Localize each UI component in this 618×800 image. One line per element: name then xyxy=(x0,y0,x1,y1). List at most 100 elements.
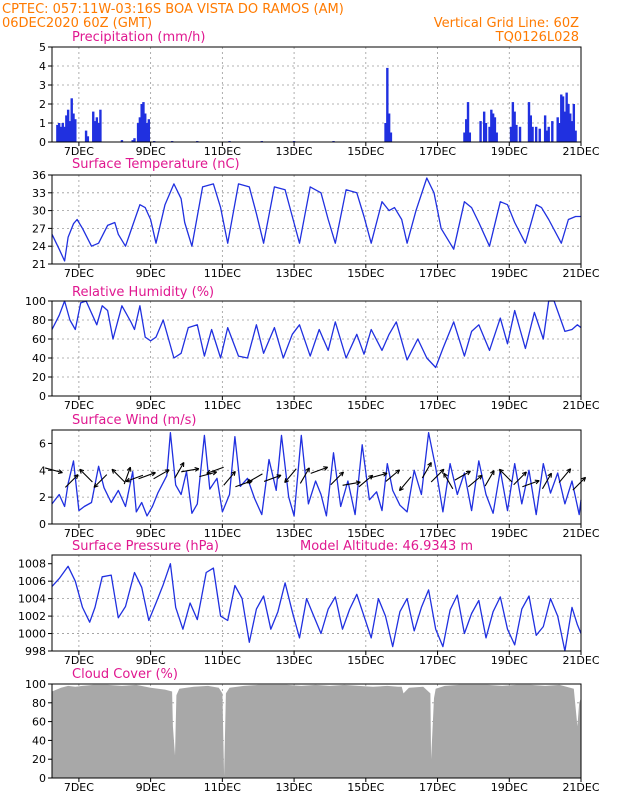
precip-bar xyxy=(561,96,565,142)
y-tick-label: 1000 xyxy=(18,628,46,641)
y-tick-label: 24 xyxy=(32,240,46,253)
wind-arrow xyxy=(541,472,552,490)
panel-2: 0 20 40 60 80 100 7DEC 9DEC 11DEC 13DEC 15DEC 17DEC… xyxy=(25,285,600,412)
y-tick-label: 100 xyxy=(25,295,46,308)
x-tick-label: 7DEC xyxy=(64,654,94,667)
y-tick-label: 998 xyxy=(25,645,46,658)
precip-bar xyxy=(482,111,486,142)
x-tick-label: 13DEC xyxy=(276,267,313,280)
y-tick-label: 1004 xyxy=(18,593,46,606)
wind-arrow xyxy=(111,468,126,483)
x-tick-label: 13DEC xyxy=(276,527,313,540)
wind-arrow xyxy=(398,476,412,492)
series-line xyxy=(51,300,582,369)
precip-bar xyxy=(509,126,513,142)
precip-bar xyxy=(563,111,567,142)
wind-arrow xyxy=(342,480,361,486)
wind-arrow xyxy=(330,471,345,486)
x-tick-label: 17DEC xyxy=(419,267,456,280)
wind-arrow xyxy=(385,469,401,482)
panel-frame xyxy=(51,554,582,652)
precip-bar xyxy=(97,123,100,142)
panel-5: 0 20 40 60 80 100 7DEC 9DEC 11DEC 13DEC 15DEC 17DEC… xyxy=(25,667,600,794)
x-tick-label: 17DEC xyxy=(419,527,456,540)
x-tick-label: 11DEC xyxy=(204,267,241,280)
y-tick-label: 2 xyxy=(39,491,46,504)
x-tick-label: 11DEC xyxy=(204,527,241,540)
precip-bar xyxy=(142,102,145,142)
precip-bar xyxy=(95,117,99,142)
x-tick-label: 13DEC xyxy=(276,145,313,158)
precip-bar xyxy=(488,126,491,142)
precip-bar xyxy=(558,123,561,142)
wind-arrow xyxy=(467,474,483,488)
precip-bar xyxy=(70,98,73,142)
precip-bar xyxy=(468,132,472,142)
precip-bar xyxy=(92,111,95,142)
wind-arrow xyxy=(498,468,513,483)
precip-bar xyxy=(529,115,532,142)
x-tick-label: 15DEC xyxy=(347,654,384,667)
wind-arrow xyxy=(125,474,144,483)
panel-3: 0 2 4 6 7DEC 9DEC 11DEC 13DEC 15DEC 17DEC 19DEC 21D… xyxy=(39,413,600,540)
precip-bar xyxy=(84,130,88,142)
wind-arrow xyxy=(79,468,93,483)
wind-arrow xyxy=(299,467,310,484)
y-tick-label: 100 xyxy=(25,678,46,691)
y-tick-label: 6 xyxy=(39,437,46,450)
x-tick-label: 11DEC xyxy=(204,781,241,794)
precip-bar xyxy=(93,121,97,142)
panel-frame xyxy=(51,174,582,265)
x-tick-label: 7DEC xyxy=(64,527,94,540)
y-tick-label: 3 xyxy=(39,79,46,92)
precip-bar xyxy=(140,104,143,142)
precip-bar xyxy=(569,113,572,142)
precip-bar xyxy=(466,102,470,142)
x-tick-label: 7DEC xyxy=(64,145,94,158)
x-tick-label: 15DEC xyxy=(347,399,384,412)
x-tick-label: 7DEC xyxy=(64,399,94,412)
y-tick-label: 80 xyxy=(32,697,46,710)
wind-arrow xyxy=(206,466,224,475)
wind-arrow xyxy=(64,474,79,488)
precip-bar xyxy=(463,132,466,142)
y-tick-label: 80 xyxy=(32,314,46,327)
x-tick-label: 13DEC xyxy=(276,781,313,794)
panel-title: Surface Temperature (nC) xyxy=(72,157,240,172)
precip-bar xyxy=(384,123,387,142)
precip-bar xyxy=(145,123,149,142)
precip-bar xyxy=(86,136,90,142)
precip-bar xyxy=(61,123,64,142)
x-tick-label: 21DEC xyxy=(562,654,599,667)
precip-bar xyxy=(99,109,102,142)
precip-bar xyxy=(538,128,541,142)
x-tick-label: 7DEC xyxy=(64,781,94,794)
precip-bar xyxy=(389,132,393,142)
wind-arrow xyxy=(484,470,495,487)
precip-bar xyxy=(511,102,515,142)
y-tick-label: 0 xyxy=(39,136,46,149)
precip-bar xyxy=(65,115,68,142)
y-tick-label: 27 xyxy=(32,222,46,235)
precip-bar xyxy=(572,104,576,142)
x-tick-label: 21DEC xyxy=(562,781,599,794)
series-line xyxy=(51,563,582,652)
wind-arrow xyxy=(263,474,282,482)
y-tick-label: 40 xyxy=(32,352,46,365)
precip-bar xyxy=(72,113,75,142)
x-tick-label: 21DEC xyxy=(562,399,599,412)
precip-bar xyxy=(57,123,61,142)
precip-bar xyxy=(133,138,136,142)
x-tick-label: 17DEC xyxy=(419,145,456,158)
panel-4: 998 1000 1002 1004 1006 1008 7DEC 9DEC 11DEC 13DE… xyxy=(18,539,600,667)
x-tick-label: 15DEC xyxy=(347,145,384,158)
precip-bar xyxy=(565,92,568,142)
y-tick-label: 0 xyxy=(39,772,46,785)
series-line xyxy=(51,432,582,517)
y-tick-label: 20 xyxy=(32,753,46,766)
wind-arrow xyxy=(93,474,108,488)
precip-bar xyxy=(147,119,151,142)
wind-arrow xyxy=(572,476,587,491)
precip-bar xyxy=(479,121,482,142)
precip-bar xyxy=(484,123,488,142)
